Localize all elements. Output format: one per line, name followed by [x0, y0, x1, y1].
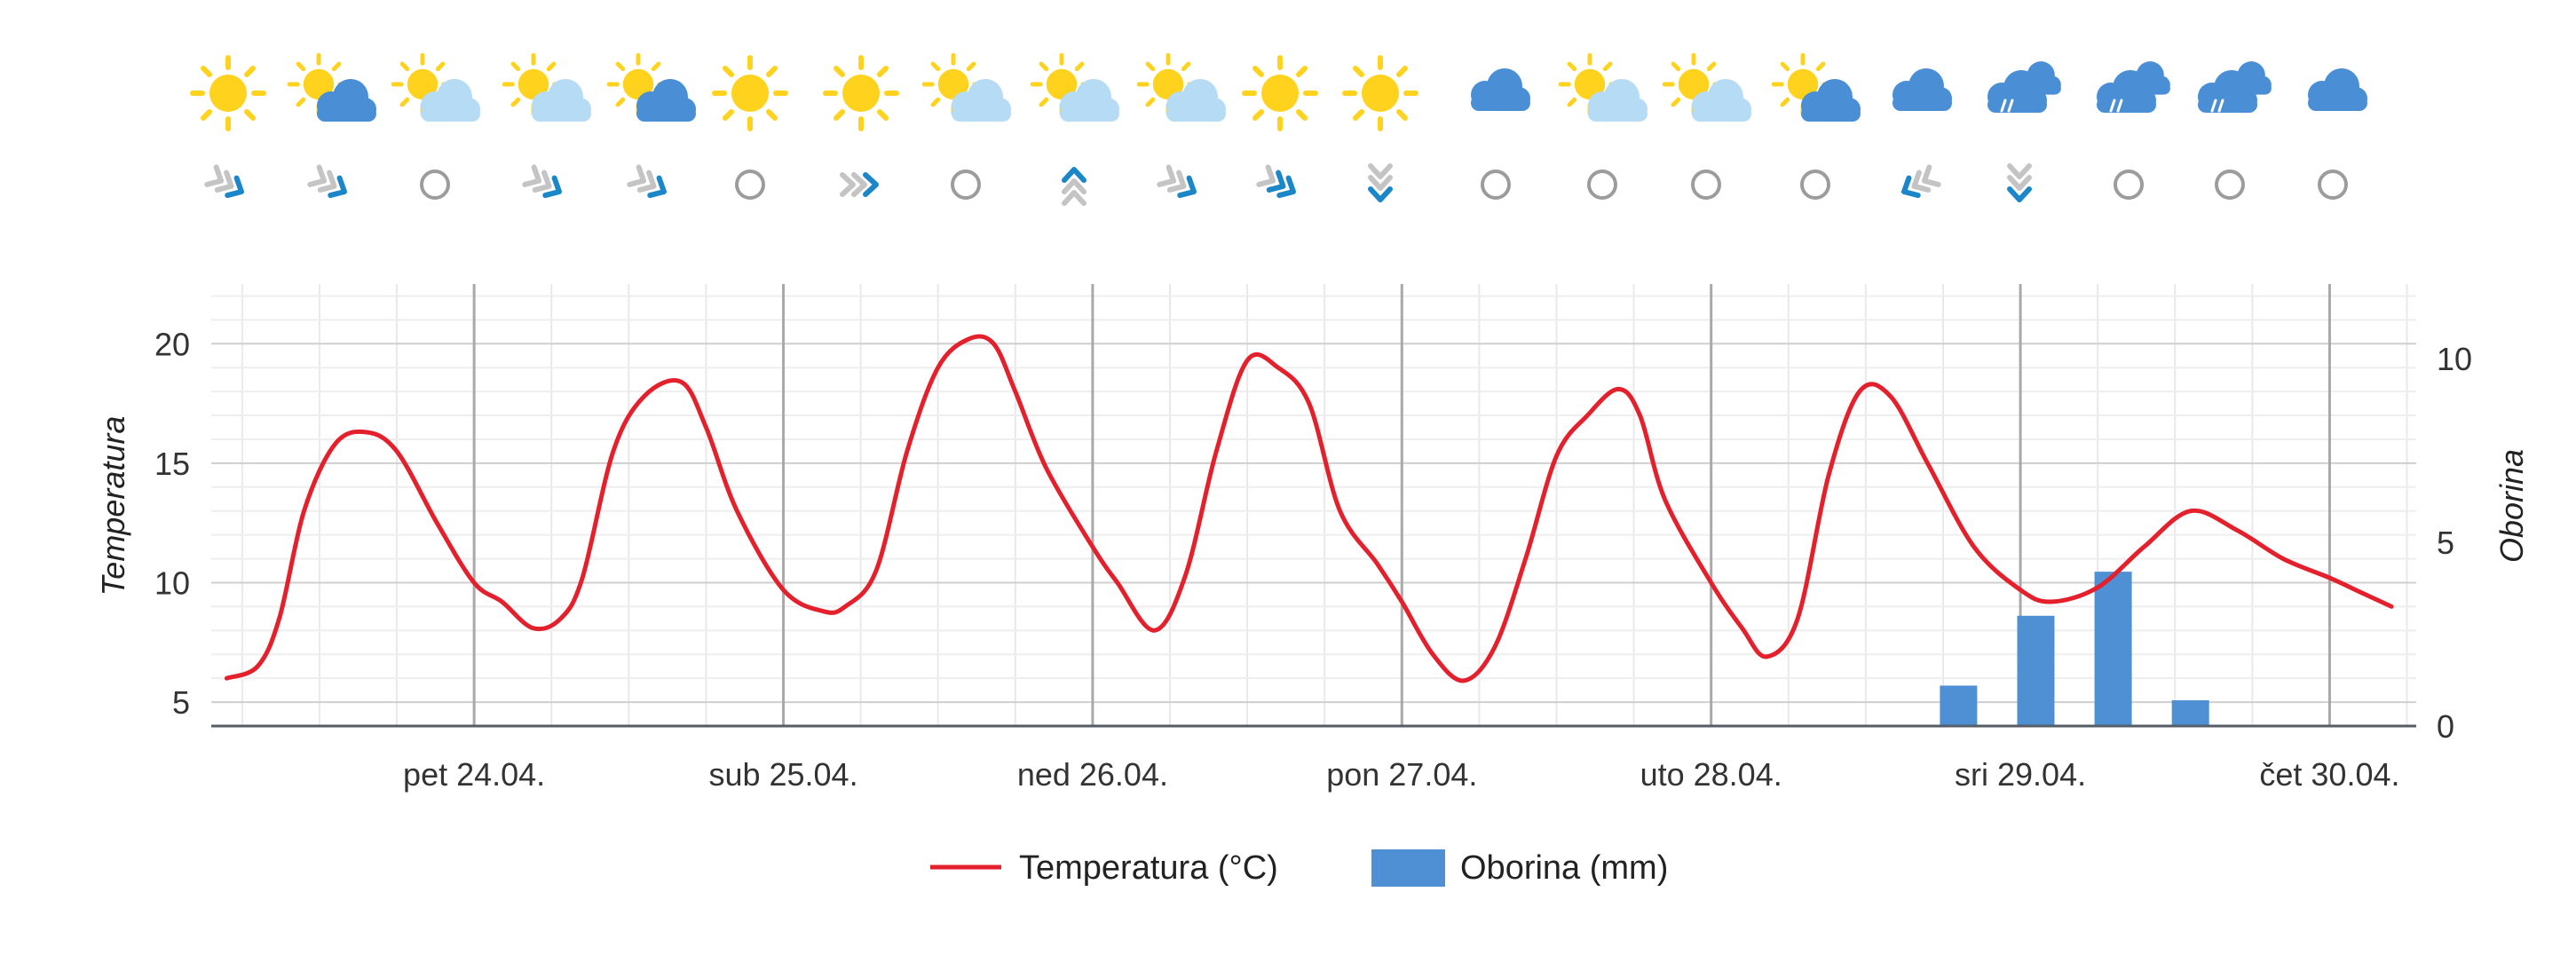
cloud-icon	[2308, 68, 2367, 111]
y-right-tick-label: 5	[2437, 525, 2454, 561]
wind-light-se-icon	[525, 167, 564, 200]
wind-moderate-se-icon	[1259, 167, 1298, 200]
y-left-axis-title: Temperatura	[95, 416, 131, 596]
grid-major	[211, 284, 2416, 726]
sunny-icon	[193, 58, 264, 129]
precipitation-bar[interactable]	[2094, 572, 2132, 726]
legend-item-precipitation[interactable]: Oborina (mm)	[1371, 849, 1668, 887]
x-tick-label: čet 30.04.	[2259, 756, 2399, 793]
y-left-tick-label: 5	[172, 684, 190, 721]
sunny-icon	[826, 58, 897, 129]
sun-light-cloud-icon	[924, 55, 1011, 122]
y-left-tick-label: 10	[154, 564, 190, 601]
x-tick-label: pet 24.04.	[403, 756, 545, 793]
sun-light-cloud-icon	[1032, 55, 1119, 122]
sun-light-cloud-icon	[1664, 55, 1751, 122]
wind-icon-row	[207, 166, 2348, 203]
precipitation-bar[interactable]	[1940, 685, 1978, 726]
y-left-tick-labels: 5 10 15 20	[154, 326, 190, 721]
calm-icon	[735, 170, 765, 200]
y-left-tick-label: 20	[154, 326, 190, 362]
legend-label-precipitation: Oborina (mm)	[1460, 849, 1668, 887]
calm-icon	[1691, 170, 1721, 200]
wind-east-icon	[842, 175, 876, 194]
x-tick-labels: pet 24.04. sub 25.04. ned 26.04. pon 27.04.…	[403, 756, 2399, 793]
legend-swatch-precipitation	[1371, 849, 1445, 887]
y-right-tick-label: 0	[2437, 708, 2454, 745]
precipitation-bar[interactable]	[2017, 615, 2055, 726]
legend: Temperatura (°C) Oborina (mm)	[930, 849, 1668, 887]
wind-south-icon	[1371, 166, 1390, 200]
weather-icon-row	[193, 55, 2367, 129]
rain-cloud-icon	[1987, 61, 2061, 113]
x-tick-label: sri 29.04.	[1955, 756, 2086, 793]
y-left-tick-label: 15	[154, 446, 190, 482]
cloud-icon	[1471, 68, 1530, 111]
legend-label-temperature: Temperatura (°C)	[1019, 849, 1278, 887]
sun-light-cloud-icon	[1139, 55, 1226, 122]
wind-south-icon	[2010, 166, 2029, 200]
wind-light-se-icon	[310, 167, 349, 200]
wind-light-se-icon	[207, 167, 246, 200]
sunny-icon	[1345, 58, 1416, 129]
rain-cloud-icon	[2097, 61, 2170, 113]
cloud-icon	[1892, 68, 1952, 111]
sun-dark-cloud-icon	[609, 55, 696, 122]
y-right-axis-title: Oborina	[2493, 449, 2530, 563]
precipitation-bar[interactable]	[2171, 700, 2209, 726]
calm-icon	[1587, 170, 1617, 200]
calm-icon	[951, 170, 981, 200]
calm-icon	[2215, 170, 2245, 200]
rain-cloud-icon	[2198, 61, 2272, 113]
calm-icon	[1481, 170, 1511, 200]
grid-minor	[211, 284, 2416, 726]
x-tick-label: ned 26.04.	[1017, 756, 1168, 793]
legend-item-temperature[interactable]: Temperatura (°C)	[930, 849, 1278, 887]
calm-icon	[1800, 170, 1830, 200]
sun-light-cloud-icon	[393, 55, 480, 122]
plot-area	[211, 284, 2416, 728]
sunny-icon	[715, 58, 786, 129]
y-right-tick-labels: 0 5 10	[2437, 341, 2472, 745]
wind-light-se-icon	[1159, 167, 1198, 200]
calm-icon	[2114, 170, 2144, 200]
sunny-icon	[1245, 58, 1316, 129]
temperature-line	[224, 334, 2394, 683]
x-tick-label: sub 25.04.	[708, 756, 857, 793]
precipitation-bars	[1940, 572, 2209, 726]
y-right-tick-label: 10	[2437, 341, 2472, 377]
x-tick-label: pon 27.04.	[1326, 756, 1477, 793]
sun-dark-cloud-icon	[1774, 55, 1861, 122]
x-tick-label: uto 28.04.	[1640, 756, 1782, 793]
wind-north-icon	[1064, 170, 1084, 203]
sun-dark-cloud-icon	[289, 55, 376, 122]
sun-light-cloud-icon	[1561, 55, 1648, 122]
wind-light-se-icon	[629, 167, 668, 200]
calm-icon	[2318, 170, 2348, 200]
wind-light-sw-icon	[1900, 167, 1939, 200]
calm-icon	[420, 170, 450, 200]
sun-light-cloud-icon	[504, 55, 591, 122]
